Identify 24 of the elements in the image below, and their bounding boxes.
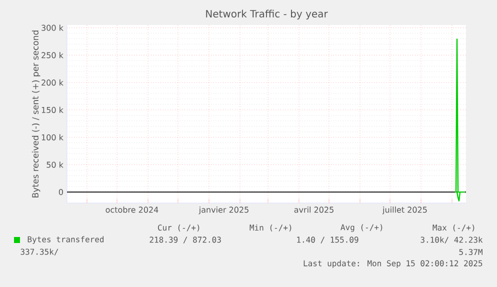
y-axis-title: Bytes received (-) / sent (+) per second [32,30,40,198]
text: Last update: Mon Sep 15 02:00:12 2025 [304,260,482,268]
y-tick-label: 200 k [42,79,64,86]
text: Min (-/+) [250,224,292,232]
x-tick-label: juillet 2025 [382,206,427,214]
x-tick-label: avril 2025 [294,206,334,213]
text: Avg (-/+) [340,224,382,232]
y-tick-label: 0 [58,189,63,196]
text: 337.35k/ [20,248,58,256]
y-tick-label: 50 k [46,162,64,168]
chart-title: Network Traffic - by year [206,10,328,20]
y-tick-label: 300 k [42,24,64,31]
text: Max (-/+) [432,224,474,232]
text: 5.37M [459,248,482,256]
x-tick-label: janvier 2025 [198,206,248,214]
y-tick-label: 100 k [42,134,64,140]
legend-label: Bytes transfered [28,236,104,244]
text: 218.39 / 872.03 [150,236,221,244]
y-tick-label: 250 k [42,52,64,58]
text: 1.40 / 155.09 [297,236,358,244]
text: 3.10k/ 42.23k [420,236,483,244]
text: Cur (-/+) [158,224,200,232]
x-tick-label: octobre 2024 [106,206,158,213]
y-tick-label: 150 k [42,106,64,113]
